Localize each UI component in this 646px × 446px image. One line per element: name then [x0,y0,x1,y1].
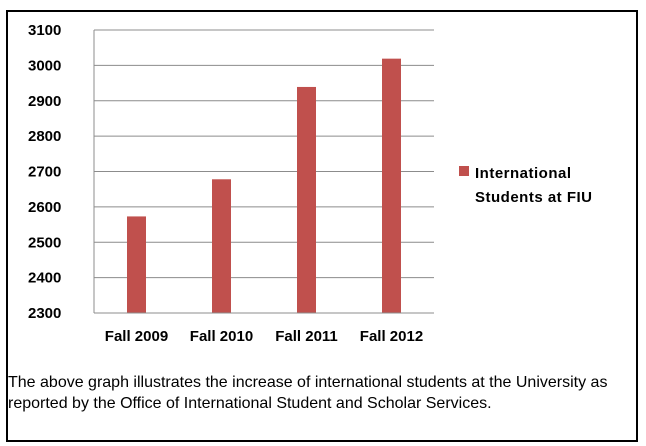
y-tick-label: 2600 [28,199,61,216]
legend: International Students at FIU [459,165,593,206]
chart-caption: The above graph illustrates the increase… [8,374,608,412]
y-tick-label: 2900 [28,93,61,110]
bars [127,58,401,314]
y-tick-label: 2400 [28,270,61,287]
bar [127,216,146,313]
bar [212,179,231,313]
y-tick-label: 2800 [28,128,61,145]
legend-label-line2: Students at FIU [475,189,593,206]
bar [382,58,401,314]
x-tick-label: Fall 2011 [275,328,338,345]
x-tick-label: Fall 2009 [105,328,168,345]
chart-frame [6,10,638,442]
y-tick-label: 3100 [28,22,61,39]
gridlines [94,29,434,279]
legend-swatch [459,166,469,176]
x-tick-label: Fall 2012 [360,328,423,345]
y-axis: 2300 2400 2500 2600 2700 2800 2900 3000 3100 [28,22,95,322]
bar [297,86,316,313]
y-tick-label: 2300 [28,305,61,322]
y-tick-label: 3000 [28,57,61,74]
legend-label-line1: International [475,165,572,182]
x-tick-label: Fall 2010 [190,328,253,345]
y-tick-label: 2700 [28,164,61,181]
y-tick-label: 2500 [28,234,61,251]
x-axis: Fall 2009 Fall 2010 Fall 2011 Fall 2012 [94,312,434,345]
